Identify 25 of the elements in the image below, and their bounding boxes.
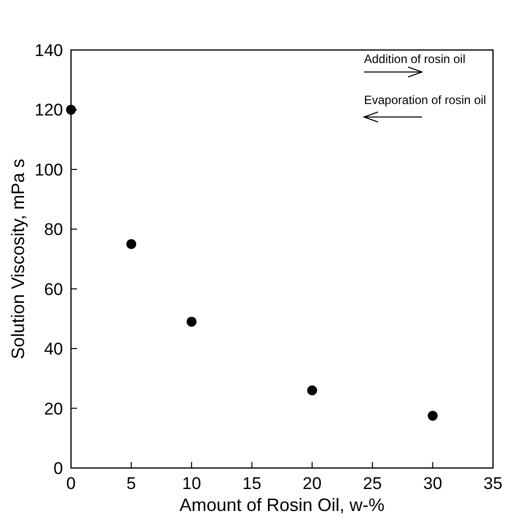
x-tick-label: 20 [302, 474, 322, 493]
y-tick-label: 140 [34, 41, 63, 60]
y-tick-label: 60 [44, 280, 63, 299]
annotation: Evaporation of rosin oil [364, 93, 486, 107]
point [126, 239, 136, 250]
y-tick-label: 0 [54, 459, 63, 478]
y-tick-label: 120 [34, 100, 63, 120]
x-tick-label: 0 [66, 474, 76, 493]
point [307, 385, 318, 396]
y-tick-label: 20 [44, 399, 63, 418]
point [428, 410, 438, 421]
x-tick-label: 30 [423, 474, 442, 493]
x-tick-label: 25 [362, 474, 382, 493]
y-tick-label: 80 [44, 220, 63, 240]
x-tick-label: 10 [182, 474, 202, 493]
x-axis-title: Amount of Rosin Oil, w-% [179, 495, 385, 515]
point [186, 316, 197, 327]
x-tick-label: 35 [484, 474, 502, 493]
y-axis-title: Solution Viscosity, mPa s [8, 158, 28, 360]
y-tick-label: 40 [44, 340, 63, 359]
y-tick-label: 100 [34, 160, 63, 180]
point [66, 104, 76, 115]
x-tick-label: 5 [126, 474, 136, 493]
x-tick-label: 15 [242, 474, 262, 493]
annotation: Addition of rosin oil [364, 52, 466, 66]
